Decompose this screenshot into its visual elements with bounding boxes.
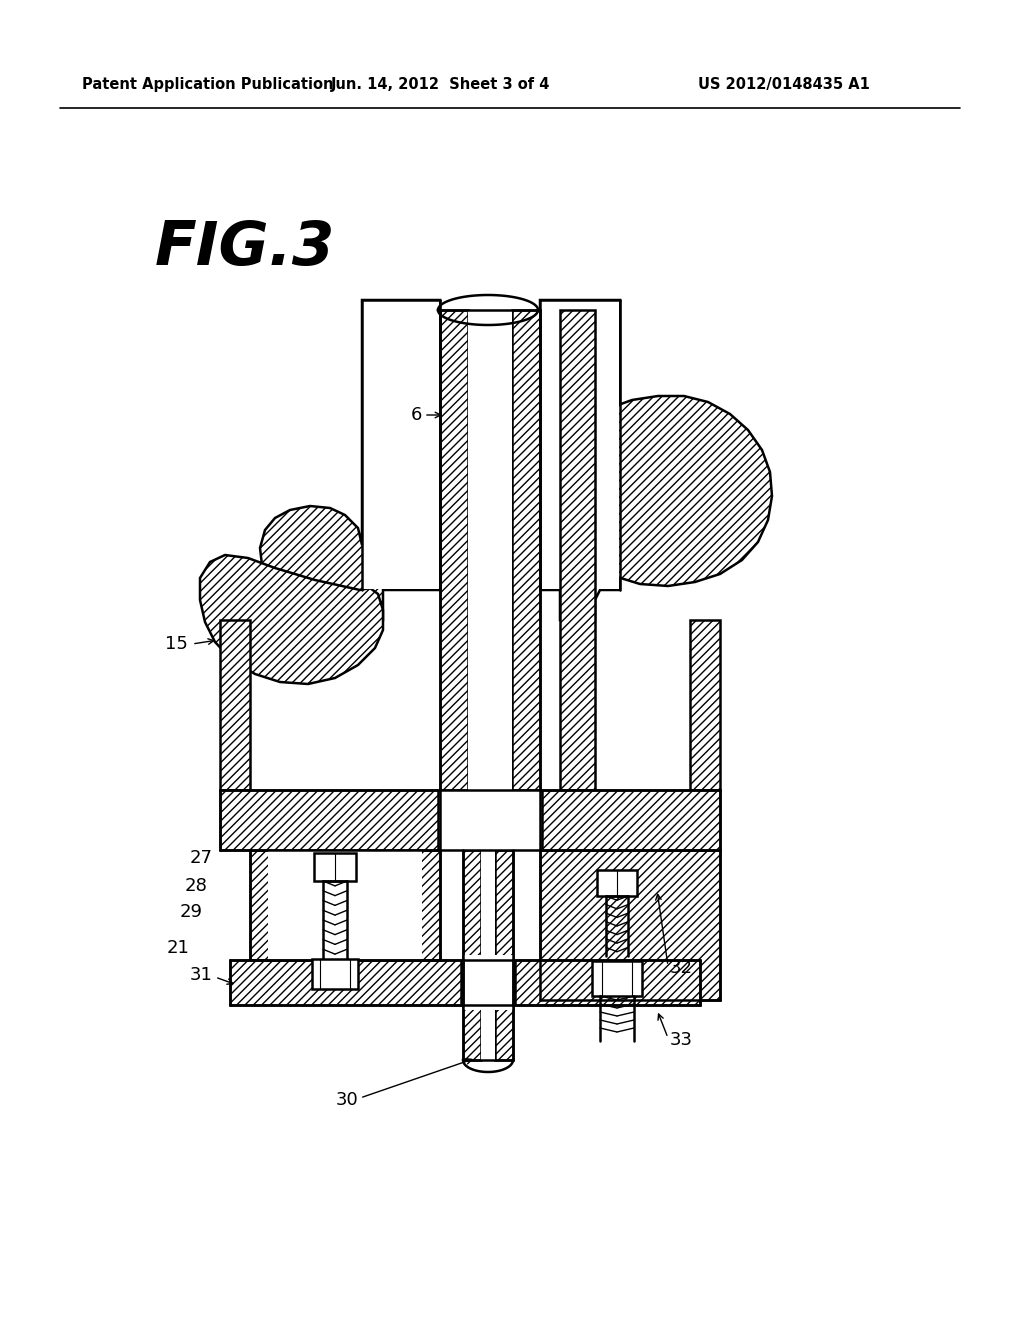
Text: 21: 21 — [167, 939, 190, 957]
Bar — [314, 853, 356, 880]
Bar — [268, 850, 422, 960]
Bar — [560, 310, 595, 789]
Bar — [495, 850, 513, 1060]
Text: Jun. 14, 2012  Sheet 3 of 4: Jun. 14, 2012 Sheet 3 of 4 — [331, 78, 550, 92]
Bar — [540, 850, 720, 1001]
Text: 31: 31 — [190, 966, 213, 983]
Bar — [312, 960, 358, 989]
Bar — [463, 954, 513, 1010]
Text: FIG.3: FIG.3 — [155, 219, 336, 277]
Bar — [440, 789, 540, 850]
Bar — [512, 310, 540, 789]
Bar — [481, 850, 495, 1060]
Bar — [542, 789, 720, 850]
Text: 15: 15 — [165, 635, 188, 653]
Bar — [515, 960, 700, 1005]
Text: US 2012/0148435 A1: US 2012/0148435 A1 — [698, 78, 870, 92]
Bar — [468, 310, 512, 789]
Bar — [250, 850, 440, 960]
Text: 33: 33 — [670, 1031, 693, 1049]
Bar — [362, 301, 439, 589]
Text: Patent Application Publication: Patent Application Publication — [82, 78, 334, 92]
Text: 6: 6 — [411, 407, 422, 424]
Bar — [690, 620, 720, 789]
Polygon shape — [570, 396, 772, 586]
Bar — [541, 301, 618, 589]
Text: 32: 32 — [670, 960, 693, 977]
Bar — [463, 850, 481, 1060]
Text: 28: 28 — [185, 876, 208, 895]
Bar — [220, 789, 438, 850]
Bar — [220, 620, 250, 789]
Bar — [440, 310, 468, 789]
Polygon shape — [540, 300, 620, 620]
Bar — [230, 960, 461, 1005]
Text: 27: 27 — [190, 849, 213, 867]
Text: 29: 29 — [180, 903, 203, 921]
Bar — [268, 851, 422, 921]
Bar — [592, 961, 642, 997]
Text: 30: 30 — [335, 1092, 358, 1109]
Polygon shape — [260, 300, 440, 620]
Polygon shape — [200, 554, 383, 684]
Bar — [597, 870, 637, 896]
